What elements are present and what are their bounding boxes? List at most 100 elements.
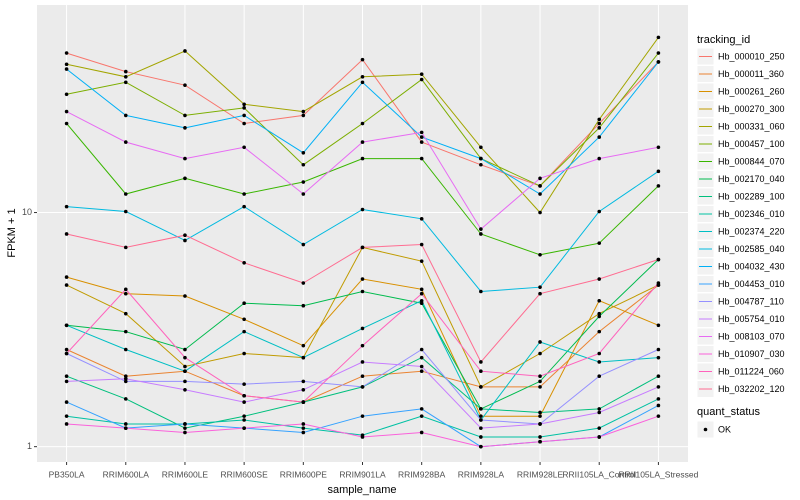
point <box>479 444 483 449</box>
point <box>301 422 306 426</box>
point <box>64 414 69 418</box>
point <box>123 80 128 85</box>
point <box>419 242 424 247</box>
point <box>360 385 365 389</box>
point <box>538 414 542 418</box>
point <box>183 426 187 430</box>
point <box>360 207 365 212</box>
point <box>183 113 187 118</box>
point <box>360 435 365 439</box>
point <box>656 184 661 188</box>
point <box>538 379 542 384</box>
legend-label: Hb_000844_070 <box>718 156 785 166</box>
x-tick-label: RRIM928LA <box>458 469 505 479</box>
point <box>64 374 69 378</box>
point <box>597 410 602 415</box>
point <box>360 343 365 348</box>
legend-label: Hb_000261_260 <box>718 86 785 96</box>
point <box>597 435 602 439</box>
legend-label: Hb_010907_030 <box>718 349 785 359</box>
legend-label: Hb_000010_250 <box>718 51 785 61</box>
point <box>242 382 246 386</box>
point <box>419 130 424 135</box>
legend-label: Hb_004453_010 <box>718 279 785 289</box>
point <box>64 92 69 97</box>
point <box>242 418 246 422</box>
point <box>419 135 424 139</box>
point <box>183 176 187 181</box>
point <box>123 379 128 384</box>
legend-label: Hb_008103_070 <box>718 331 785 341</box>
x-tick-label: RRIM600LA <box>103 469 150 479</box>
point <box>597 360 602 364</box>
point <box>242 414 246 418</box>
point <box>656 169 661 174</box>
point <box>123 311 128 316</box>
point <box>597 135 602 139</box>
point <box>419 72 424 76</box>
point <box>597 374 602 378</box>
point <box>538 285 542 289</box>
point <box>419 364 424 369</box>
point <box>479 385 483 389</box>
point <box>360 374 365 378</box>
point <box>64 422 69 426</box>
legend-label: Hb_002289_100 <box>718 191 785 201</box>
point <box>538 374 542 378</box>
point <box>538 184 542 188</box>
point <box>597 329 602 334</box>
point <box>183 156 187 161</box>
point <box>301 150 306 155</box>
point <box>419 291 424 296</box>
x-tick-label: RRIM928BA <box>398 469 446 479</box>
point <box>419 347 424 352</box>
point <box>419 140 424 144</box>
y-tick-label: 10 <box>22 207 32 217</box>
point <box>242 329 246 334</box>
point <box>597 209 602 214</box>
point <box>419 369 424 374</box>
point <box>242 106 246 110</box>
point <box>597 117 602 122</box>
point <box>301 343 306 348</box>
x-tick-label: PB350LA <box>49 469 85 479</box>
point <box>656 323 661 328</box>
point <box>538 176 542 181</box>
point <box>656 385 661 389</box>
point <box>597 156 602 161</box>
point <box>597 126 602 130</box>
point <box>242 121 246 126</box>
point <box>360 414 365 418</box>
legend-label: Hb_000011_360 <box>718 69 784 79</box>
point <box>479 407 483 411</box>
point <box>419 287 424 292</box>
point <box>242 426 246 430</box>
point <box>419 259 424 263</box>
legend-label: Hb_032202_120 <box>718 384 785 394</box>
legend-label: Hb_002374_220 <box>718 226 785 236</box>
point <box>360 360 365 364</box>
legend-label: Hb_002346_010 <box>718 209 785 219</box>
point <box>538 439 542 444</box>
point <box>479 156 483 161</box>
x-tick-label: RRIM600LE <box>162 469 209 479</box>
point <box>360 140 365 144</box>
legend-label: Hb_005754_010 <box>718 314 785 324</box>
point <box>479 232 483 236</box>
point <box>123 209 128 214</box>
point <box>597 298 602 303</box>
point <box>419 77 424 82</box>
point <box>242 351 246 356</box>
point <box>301 162 306 167</box>
point <box>242 400 246 404</box>
legend-label: Hb_000270_300 <box>718 104 785 114</box>
point <box>64 67 69 71</box>
point <box>360 326 365 331</box>
point <box>123 291 128 296</box>
point <box>301 303 306 308</box>
y-tick-label: 1 <box>27 441 32 451</box>
point <box>538 422 542 426</box>
x-tick-label: RRIM901LA <box>339 469 386 479</box>
